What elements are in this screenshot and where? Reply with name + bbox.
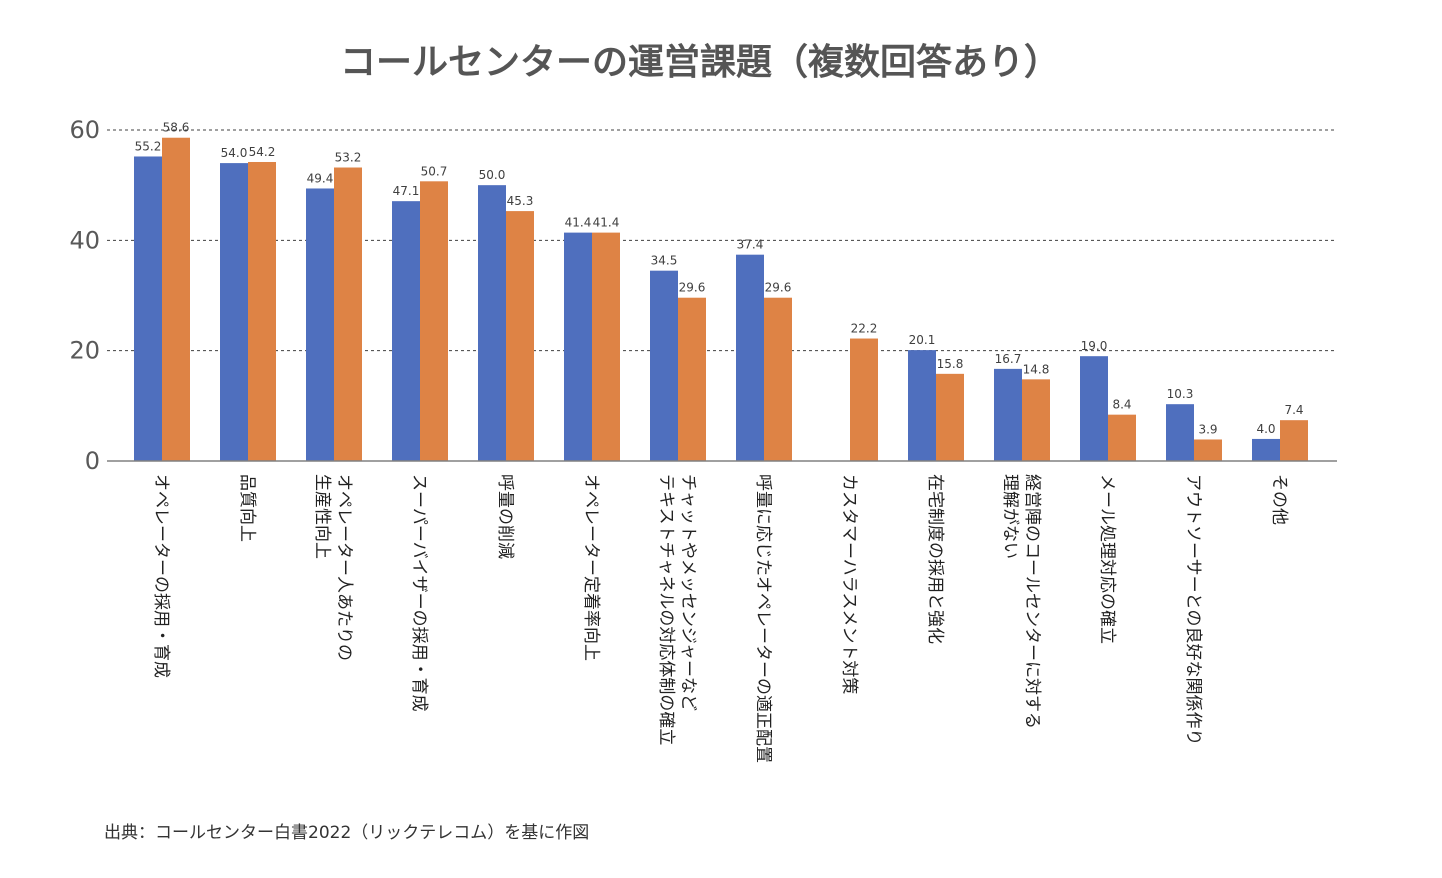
data-label: 54.2	[249, 145, 276, 159]
bar	[506, 211, 534, 461]
bar	[650, 270, 678, 461]
data-label: 15.8	[937, 357, 964, 371]
bar	[420, 181, 448, 461]
data-label: 41.4	[593, 216, 620, 230]
category-label: その他	[1269, 474, 1289, 525]
bar	[1194, 439, 1222, 461]
bar	[220, 163, 248, 461]
gridlines	[107, 129, 1337, 352]
data-label: 14.8	[1023, 362, 1050, 376]
data-label: 3.9	[1198, 422, 1217, 436]
data-label: 45.3	[507, 194, 534, 208]
data-label: 54.0	[221, 146, 248, 160]
data-label: 19.0	[1081, 339, 1108, 353]
data-label: 49.4	[307, 171, 334, 185]
data-label: 22.2	[851, 322, 878, 336]
bar	[134, 156, 162, 462]
data-label: 20.1	[909, 333, 936, 347]
data-label: 29.6	[679, 281, 706, 295]
category-label: 呼量の削減	[495, 474, 515, 559]
category-label: 品質向上	[237, 474, 257, 542]
y-axis: 0 20 40 60	[69, 116, 100, 475]
data-label: 34.5	[651, 254, 678, 268]
data-label: 50.7	[421, 164, 448, 178]
data-label: 53.2	[335, 151, 362, 165]
y-tick-label: 20	[69, 337, 100, 365]
bar	[564, 232, 592, 461]
bar	[1108, 414, 1136, 461]
bar	[908, 350, 936, 461]
data-label: 50.0	[479, 168, 506, 182]
bar	[306, 188, 334, 461]
bar	[764, 297, 792, 461]
category-label: 経営陣のコールセンターに対する	[1022, 474, 1042, 729]
chart-title: コールセンターの運営課題（複数回答あり）	[340, 42, 1060, 83]
category-label: 在宅制度の採用と強化	[925, 474, 945, 644]
category-label: カスタマーハラスメント対策	[839, 474, 859, 694]
y-tick-label: 40	[69, 226, 100, 254]
bar	[592, 232, 620, 461]
category-label: メール処理対応の確立	[1097, 474, 1117, 644]
y-tick-label: 0	[85, 447, 100, 475]
category-label: アウトソーサーとの良好な関係作り	[1183, 474, 1203, 746]
bar	[334, 167, 362, 461]
y-tick-label: 60	[69, 116, 100, 144]
category-label: 理解がない	[1000, 474, 1020, 559]
data-label: 4.0	[1256, 422, 1275, 436]
data-label: 37.4	[737, 238, 764, 252]
data-label: 58.6	[163, 121, 190, 135]
data-label: 7.4	[1284, 403, 1303, 417]
bar	[1252, 438, 1280, 461]
data-label: 55.2	[135, 139, 162, 153]
bar	[1166, 404, 1194, 461]
data-label: 8.4	[1112, 398, 1131, 412]
data-label: 16.7	[995, 352, 1022, 366]
bar	[994, 368, 1022, 461]
bar	[736, 254, 764, 461]
bar	[478, 185, 506, 461]
bar	[936, 373, 964, 461]
bar	[1080, 356, 1108, 461]
data-label: 10.3	[1167, 387, 1194, 401]
category-label: オペレーター定着率向上	[581, 474, 601, 661]
bars	[134, 137, 1308, 462]
category-label: オペレーターの採用・育成	[151, 474, 171, 678]
category-label: テキストチャネルの対応体制の確立	[656, 474, 676, 745]
data-label: 41.4	[565, 216, 592, 230]
category-label: チャットやメッセンジャーなど	[678, 474, 698, 711]
category-label: オペレーター人あたりの	[334, 474, 354, 661]
bar	[392, 201, 420, 462]
data-label: 47.1	[393, 184, 420, 198]
bar	[850, 338, 878, 461]
category-label: スーパーバイザーの採用・育成	[409, 474, 429, 712]
source-note: 出典：コールセンター白書2022（リックテレコム）を基に作図	[104, 823, 589, 843]
category-label: 生産性向上	[312, 474, 332, 559]
data-label: 29.6	[765, 281, 792, 295]
bar	[162, 137, 190, 461]
bar	[1022, 379, 1050, 461]
bar	[1280, 420, 1308, 461]
bar	[248, 161, 276, 461]
data-labels: 55.2 54.0 49.4 47.1 50.0 41.4 34.5 37.4 20.1 16.7…	[135, 121, 1304, 437]
bar	[678, 297, 706, 461]
category-label: 呼量に応じたオペレーターの適正配置	[753, 474, 773, 763]
